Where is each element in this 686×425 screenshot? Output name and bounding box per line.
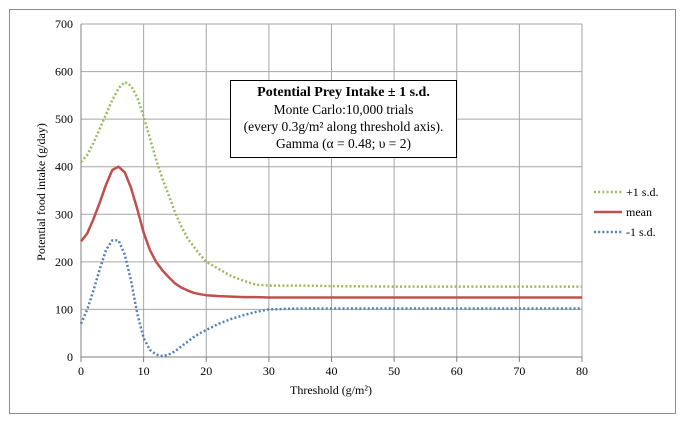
y-tick-label-0: 0 bbox=[67, 350, 73, 364]
y-tick-label-4: 400 bbox=[55, 160, 73, 174]
x-axis-title: Threshold (g/m²) bbox=[290, 383, 372, 397]
y-tick-label-6: 600 bbox=[55, 65, 73, 79]
x-tick-labels: 0 10 20 30 40 50 60 70 80 bbox=[78, 364, 588, 378]
y-tick-label-2: 200 bbox=[55, 255, 73, 269]
y-axis-title: Potential food intake (g/day) bbox=[34, 123, 48, 261]
y-tick-label-7: 700 bbox=[55, 17, 73, 31]
series-line-0 bbox=[80, 80, 582, 288]
y-tick-label-3: 300 bbox=[55, 207, 73, 221]
y-tick-label-1: 100 bbox=[55, 302, 73, 316]
legend-label-0: +1 s.d. bbox=[626, 185, 658, 199]
series-line-1 bbox=[80, 165, 582, 299]
annotation-box: Potential Prey Intake ± 1 s.d. Monte Car… bbox=[230, 80, 457, 158]
x-tick-label-8: 80 bbox=[576, 364, 588, 378]
x-tick-label-3: 30 bbox=[263, 364, 275, 378]
x-tick-label-0: 0 bbox=[78, 364, 84, 378]
y-tick-label-5: 500 bbox=[55, 112, 73, 126]
legend: +1 s.d. mean -1 s.d. bbox=[594, 185, 658, 239]
x-tick-label-5: 50 bbox=[388, 364, 400, 378]
axes bbox=[80, 24, 583, 362]
x-tick-label-4: 40 bbox=[326, 364, 338, 378]
x-tick-label-2: 20 bbox=[200, 364, 212, 378]
annotation-line-3: Gamma (α = 0.48; υ = 2) bbox=[275, 136, 412, 151]
chart-frame bbox=[9, 9, 676, 414]
x-tick-label-7: 70 bbox=[513, 364, 525, 378]
grid bbox=[81, 23, 583, 357]
annotation-line-2: (every 0.3g/m² along threshold axis). bbox=[243, 119, 444, 134]
y-tick-labels: 0 100 200 300 400 500 600 700 bbox=[55, 17, 73, 364]
annotation-line-1: Monte Carlo:10,000 trials bbox=[273, 102, 414, 117]
annotation-title: Potential Prey Intake ± 1 s.d. bbox=[257, 85, 430, 100]
legend-label-2: -1 s.d. bbox=[626, 225, 656, 239]
x-tick-label-1: 10 bbox=[138, 364, 150, 378]
legend-label-1: mean bbox=[626, 205, 652, 219]
x-tick-label-6: 60 bbox=[451, 364, 463, 378]
series-lines bbox=[79, 80, 582, 358]
